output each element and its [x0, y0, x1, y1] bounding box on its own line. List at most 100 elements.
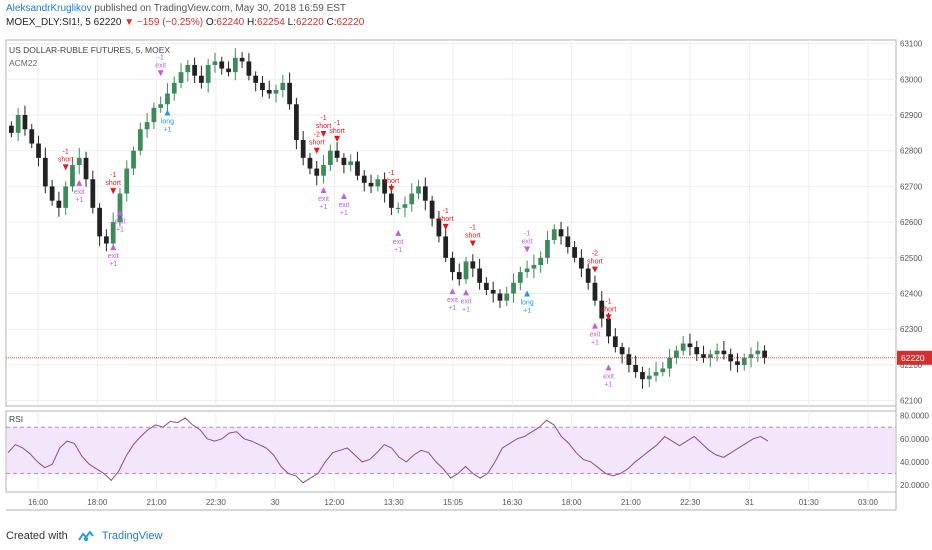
last-price: 62220	[93, 17, 122, 28]
candle-body	[640, 372, 645, 380]
low-value: 62220	[295, 17, 324, 28]
short-signal-qty: -1	[470, 225, 476, 232]
tradingview-logo-icon	[77, 530, 94, 542]
short-signal-qty: -1	[388, 170, 394, 177]
candle-body	[22, 114, 28, 130]
short-signal-arrow	[320, 130, 327, 137]
candle-body	[646, 375, 652, 380]
candle-body	[42, 157, 48, 187]
exit-signal-arrow	[116, 209, 123, 216]
candle-body	[484, 282, 489, 290]
candle-body	[15, 114, 21, 133]
open-value: 62240	[216, 17, 245, 28]
candle-body	[572, 247, 577, 258]
candle-body	[239, 57, 245, 62]
created-with-label: Created with	[6, 530, 68, 542]
candle-body	[762, 350, 767, 358]
x-tick-label: 15:05	[443, 498, 464, 507]
short-signal-label: short	[587, 259, 603, 266]
low-key: L:	[287, 17, 296, 28]
short-signal-label: short	[329, 128, 345, 135]
candle-body	[565, 236, 571, 248]
candle-body	[633, 364, 639, 373]
candle-body	[470, 261, 476, 269]
candle-body	[314, 168, 320, 176]
candle-body	[321, 164, 326, 176]
open-key: O:	[205, 17, 217, 28]
candle-body	[226, 68, 231, 73]
footer: Created with TradingView	[0, 524, 932, 550]
x-tick-label: 12:00	[324, 498, 345, 507]
long-signal-qty: +1	[523, 308, 531, 315]
publish-info: AleksandrKruglikov published on TradingV…	[6, 3, 346, 14]
candle-body	[450, 257, 455, 273]
close-key: C:	[326, 17, 337, 28]
price-tick-label: 62100	[900, 397, 923, 406]
candle-body	[131, 150, 136, 169]
x-tick-label: 03:00	[858, 498, 879, 507]
chart-title: US DOLLAR-RUBLE FUTURES, 5, MOEX	[9, 45, 170, 55]
candle-body	[497, 293, 503, 301]
candle-body	[422, 186, 428, 201]
x-tick-label: 13:30	[384, 498, 405, 507]
price-tick-label: 62300	[900, 325, 923, 334]
short-signal-arrow	[442, 223, 449, 230]
price-panel	[5, 39, 897, 407]
price-tick-label: 62700	[900, 182, 923, 191]
candle-body	[748, 354, 754, 358]
candle-body	[707, 354, 713, 358]
candle-body	[110, 222, 116, 244]
candle-body	[151, 107, 157, 123]
tradingview-link[interactable]: TradingView	[101, 530, 163, 542]
exit-signal-qty: +1	[448, 305, 456, 312]
candle-body	[90, 179, 96, 208]
candle-body	[124, 168, 130, 194]
short-signal-arrow	[313, 147, 320, 154]
x-tick-label: 21:00	[621, 498, 642, 507]
rsi-tick-label: 40.0000	[900, 458, 929, 467]
x-tick-label: 22:30	[680, 498, 701, 507]
candle-body	[395, 207, 401, 210]
exit-signal-arrow	[605, 364, 612, 371]
candle-body	[104, 236, 109, 244]
x-tick-label: 18:00	[562, 498, 583, 507]
close-value: 62220	[336, 17, 365, 28]
candle-body	[63, 186, 69, 208]
candle-body	[266, 89, 272, 94]
candle-body	[361, 175, 367, 183]
exit-signal-arrow	[524, 246, 531, 253]
price-tick-label: 62600	[900, 218, 923, 227]
candle-body	[260, 82, 265, 90]
candle-body	[701, 354, 706, 358]
candle-body	[144, 122, 150, 130]
exit-signal-qty: +1	[320, 204, 328, 211]
candle-body	[592, 282, 598, 301]
exit-signal-label: exit	[108, 253, 119, 260]
footer-text: Created with TradingView	[6, 530, 162, 542]
exit-signal-arrow	[463, 289, 470, 296]
short-signal-label: short	[384, 178, 400, 185]
exit-signal-label: exit	[590, 332, 601, 339]
exit-signal-qty: +1	[340, 210, 348, 217]
candle-body	[579, 257, 584, 269]
chart-canvas[interactable]: 16:00 18:00 21:00 22:30 30 12:00 13:30 15:05 16:…	[0, 36, 932, 524]
candle-body	[504, 293, 510, 301]
exit-signal-arrow	[320, 186, 327, 193]
short-signal-label: short	[438, 216, 454, 223]
candle-body	[755, 350, 761, 355]
short-signal-arrow	[591, 266, 598, 273]
author-link[interactable]: AleksandrKruglikov	[6, 3, 92, 14]
short-signal-arrow	[605, 314, 612, 321]
candle-body	[49, 186, 55, 201]
exit-signal-qty: +1	[116, 227, 124, 234]
symbol-label: MOEX_DLY:SI1!, 5	[6, 17, 91, 28]
candle-body	[436, 218, 442, 237]
candle-body	[137, 129, 143, 151]
long-signal-arrow	[164, 109, 171, 116]
price-tick-label: 63000	[900, 75, 923, 84]
x-tick-label: 18:00	[87, 498, 108, 507]
rsi-tick-label: 80.0000	[900, 412, 929, 421]
candle-body	[219, 61, 225, 69]
candle-body	[545, 239, 550, 258]
short-signal-arrow	[62, 164, 69, 171]
